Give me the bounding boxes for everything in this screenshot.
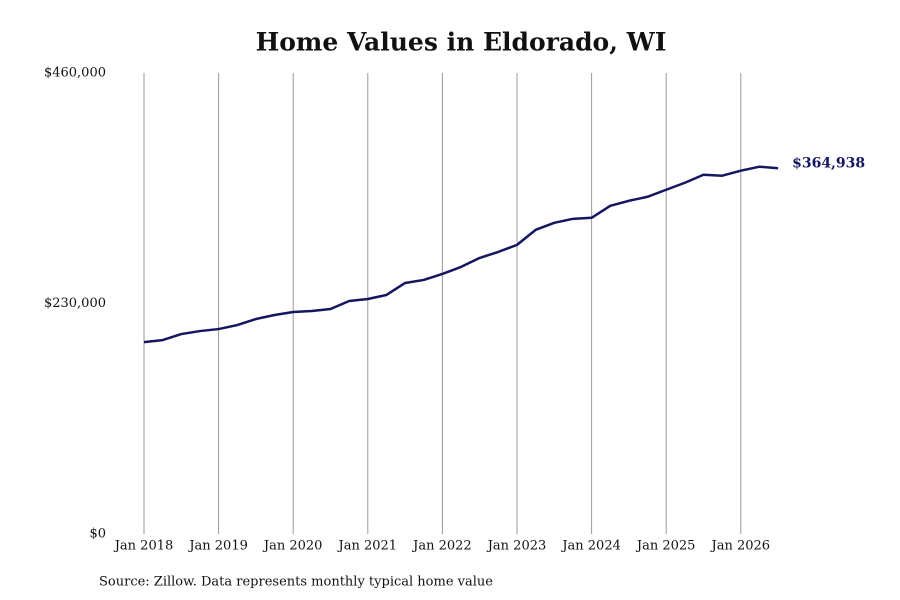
y-tick-label: $230,000 bbox=[44, 296, 106, 311]
chart-title: Home Values in Eldorado, WI bbox=[256, 28, 667, 57]
y-tick-label: $460,000 bbox=[44, 66, 106, 81]
x-tick-label: Jan 2021 bbox=[337, 539, 398, 554]
x-tick-label: Jan 2022 bbox=[411, 539, 472, 554]
source-note: Source: Zillow. Data represents monthly … bbox=[99, 575, 493, 590]
x-tick-label: Jan 2024 bbox=[560, 539, 621, 554]
x-tick-label: Jan 2020 bbox=[262, 539, 323, 554]
x-tick-label: Jan 2018 bbox=[113, 539, 174, 554]
x-tick-label: Jan 2019 bbox=[187, 539, 248, 554]
x-tick-label: Jan 2026 bbox=[710, 539, 771, 554]
x-tick-label: Jan 2025 bbox=[635, 539, 696, 554]
line bbox=[143, 165, 779, 344]
value-label: $364,938 bbox=[792, 155, 865, 171]
y-tick-label: $0 bbox=[89, 527, 106, 542]
x-tick-label: Jan 2023 bbox=[486, 539, 547, 554]
